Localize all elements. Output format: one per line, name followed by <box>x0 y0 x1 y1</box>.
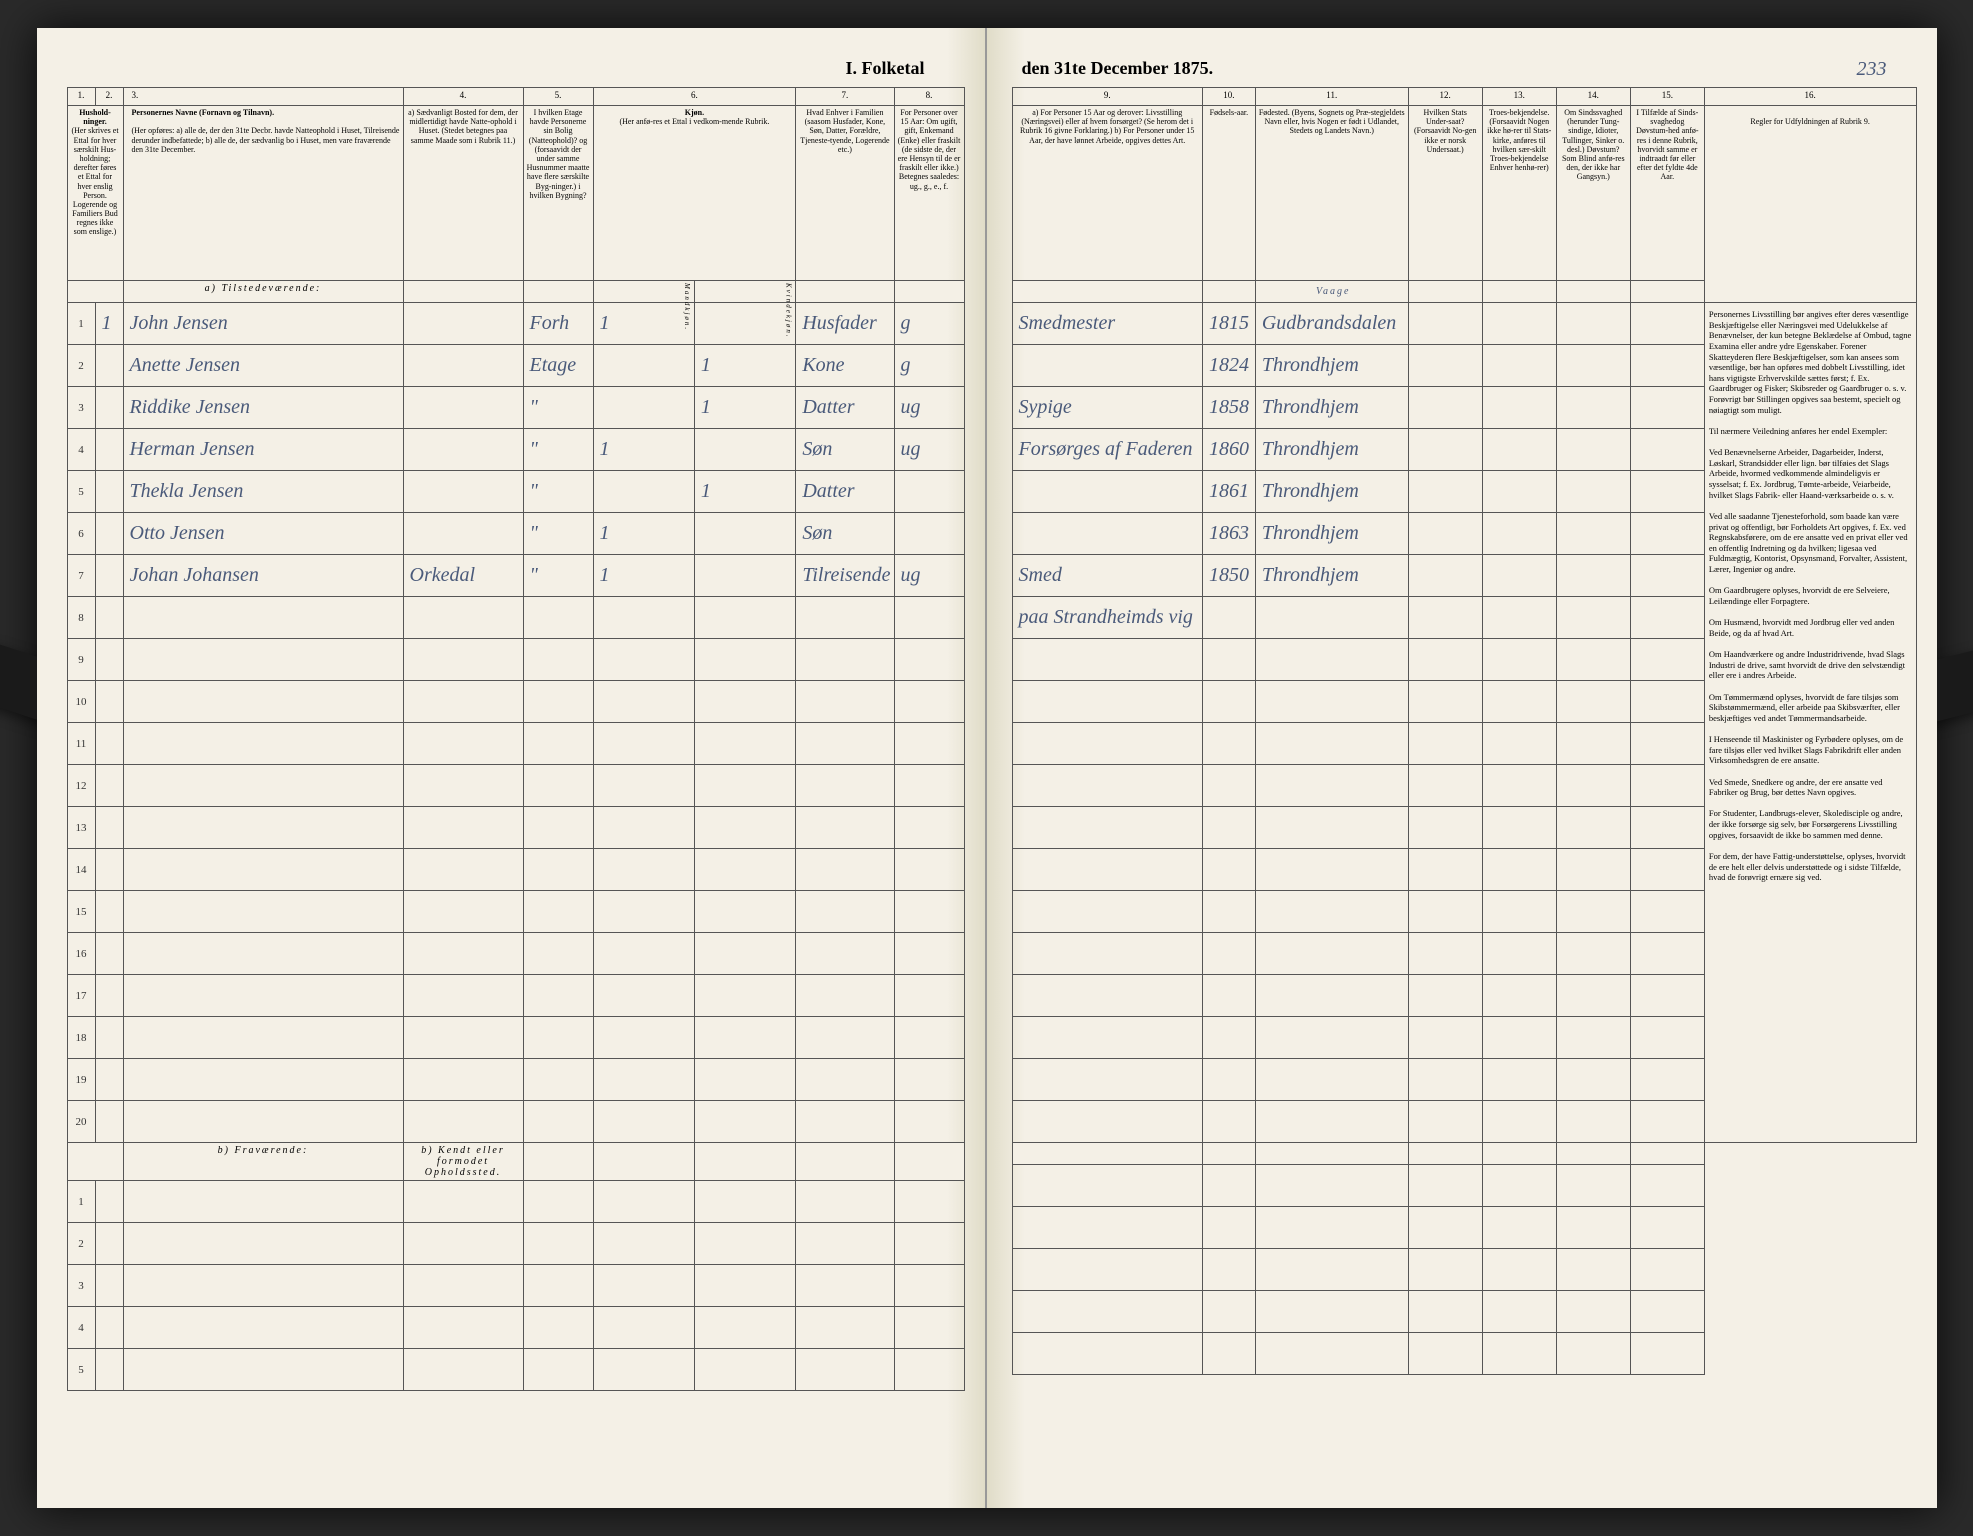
table-row <box>1012 1333 1916 1375</box>
col-16: 16. <box>1704 88 1916 106</box>
section-fravaerende: b) Fraværende: <box>123 1143 403 1181</box>
table-row: 11John JensenForh1Husfaderg <box>67 303 964 345</box>
hdr-fodested: Fødested. (Byens, Sognets og Præ-stegjel… <box>1255 106 1408 281</box>
table-row: 12 <box>67 765 964 807</box>
instructions-text: Personernes Livsstilling bør angives eft… <box>1704 303 1916 1143</box>
table-row: 18 <box>67 1017 964 1059</box>
table-row: 8 <box>67 597 964 639</box>
side-label: Vaage <box>1255 281 1408 303</box>
col-3: 3. <box>123 88 403 106</box>
table-row: 3Riddike Jensen"1Datterug <box>67 387 964 429</box>
census-book: I. Folketal 1. 2. 3. 4. 5. 6. 7. 8. Hush… <box>37 28 1937 1508</box>
table-row: 16 <box>67 933 964 975</box>
hdr-navne: Personernes Navne (Fornavn og Tilnavn). … <box>123 106 403 281</box>
table-row: 5 <box>67 1349 964 1391</box>
table-row <box>1012 1165 1916 1207</box>
title-left: I. Folketal <box>67 58 965 79</box>
table-row: 19 <box>67 1059 964 1101</box>
census-table-left: 1. 2. 3. 4. 5. 6. 7. 8. Hushold- ninger.… <box>67 87 965 1391</box>
table-row: 13 <box>67 807 964 849</box>
col-11: 11. <box>1255 88 1408 106</box>
col-14: 14. <box>1556 88 1630 106</box>
table-row: 10 <box>67 681 964 723</box>
hdr-undersaat: Hvilken Stats Under-saat? (Forsaavidt No… <box>1408 106 1482 281</box>
col-9: 9. <box>1012 88 1202 106</box>
table-row: 6Otto Jensen"1Søn <box>67 513 964 555</box>
page-left: I. Folketal 1. 2. 3. 4. 5. 6. 7. 8. Hush… <box>37 28 987 1508</box>
col-8: 8. <box>894 88 964 106</box>
page-number: 233 <box>1851 58 1887 81</box>
hdr-troes: Troes-bekjendelse. (Forsaavidt Nogen ikk… <box>1482 106 1556 281</box>
table-row <box>1012 1207 1916 1249</box>
table-row: 4Herman Jensen"1Sønug <box>67 429 964 471</box>
table-row: 4 <box>67 1307 964 1349</box>
table-row: 2 <box>67 1223 964 1265</box>
hdr-familien: Hvad Enhver i Familien (saasom Husfader,… <box>796 106 894 281</box>
col-4: 4. <box>403 88 523 106</box>
table-row <box>1012 1291 1916 1333</box>
table-row: 7Johan JohansenOrkedal"1Tilreisendeug <box>67 555 964 597</box>
col-15: 15. <box>1630 88 1704 106</box>
hdr-livsstilling: a) For Personer 15 Aar og derover: Livss… <box>1012 106 1202 281</box>
hdr-regler: Regler for Udfyldningen af Rubrik 9. <box>1704 106 1916 303</box>
section-tilstedevaerende: a) Tilstedeværende: <box>123 281 403 303</box>
table-row: Smedmester1815GudbrandsdalenPersonernes … <box>1012 303 1916 345</box>
hdr-kjon: Kjøn. (Her anfø-res et Ettal i vedkom-me… <box>593 106 796 281</box>
table-row: 20 <box>67 1101 964 1143</box>
table-row: 5Thekla Jensen"1Datter <box>67 471 964 513</box>
table-row: 15 <box>67 891 964 933</box>
table-row <box>1012 1249 1916 1291</box>
table-row: 9 <box>67 639 964 681</box>
hdr-bosted: a) Sædvanligt Bosted for dem, der midler… <box>403 106 523 281</box>
hdr-husholdninger: Hushold- ninger. (Her skrives et Ettal f… <box>67 106 123 281</box>
table-row: 14 <box>67 849 964 891</box>
col-6: 6. <box>593 88 796 106</box>
col-2: 2. <box>95 88 123 106</box>
table-row: 11 <box>67 723 964 765</box>
hdr-sindssvaghed: Om Sindssvaghed (herunder Tung-sindige, … <box>1556 106 1630 281</box>
table-row: 17 <box>67 975 964 1017</box>
col-7: 7. <box>796 88 894 106</box>
col-1: 1. <box>67 88 95 106</box>
table-row: 1 <box>67 1181 964 1223</box>
col-12: 12. <box>1408 88 1482 106</box>
hdr-etage: I hvilken Etage havde Personerne sin Bol… <box>523 106 593 281</box>
page-right: den 31te December 1875. 233 9. 10. 11. 1… <box>987 28 1937 1508</box>
col-5: 5. <box>523 88 593 106</box>
hdr-stand: For Personer over 15 Aar: Om ugift, gift… <box>894 106 964 281</box>
title-right: den 31te December 1875. <box>1012 58 1917 79</box>
hdr-tilfaelde: I Tilfælde af Sinds-svaghedog Døvstum-he… <box>1630 106 1704 281</box>
table-row: 3 <box>67 1265 964 1307</box>
census-table-right: 9. 10. 11. 12. 13. 14. 15. 16. a) For Pe… <box>1012 87 1917 1375</box>
col-10: 10. <box>1202 88 1255 106</box>
hdr-fodselsaar: Fødsels-aar. <box>1202 106 1255 281</box>
col-13: 13. <box>1482 88 1556 106</box>
table-row: 2Anette JensenEtage1Koneg <box>67 345 964 387</box>
